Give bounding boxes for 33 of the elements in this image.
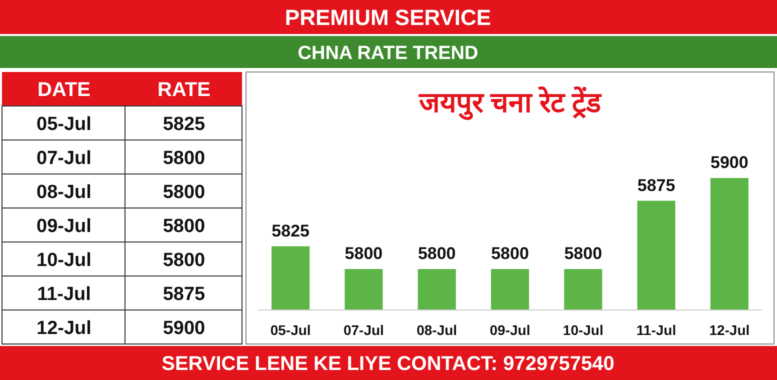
data-label: 5800 xyxy=(418,244,456,264)
data-label: 5900 xyxy=(710,153,748,172)
text: 10-Jul xyxy=(36,250,92,271)
x-tick-label: 12-Jul xyxy=(709,322,750,338)
text: 5875 xyxy=(162,284,206,305)
text: 5900 xyxy=(162,318,206,339)
data-label: 5800 xyxy=(344,244,383,264)
chart-title: जयपुर चना रेट ट्रेंड xyxy=(418,86,602,120)
text: PREMIUM SERVICE xyxy=(284,5,492,30)
text: DATE xyxy=(38,79,90,101)
x-tick-label: 05-Jul xyxy=(270,322,311,338)
text: RATE xyxy=(158,79,210,101)
text: SERVICE LENE KE LIYE CONTACT: 9729757540 xyxy=(162,353,614,375)
text: 5825 xyxy=(162,114,206,135)
text: 11-Jul xyxy=(37,284,91,305)
data-label: 5825 xyxy=(272,221,310,240)
x-tick-label: 09-Jul xyxy=(490,322,530,338)
text: 5800 xyxy=(162,182,206,203)
data-label: 5800 xyxy=(564,244,602,264)
text: 05-Jul xyxy=(36,114,92,135)
text: 5800 xyxy=(162,250,206,271)
chart-subtitle: CHNA RATE TREND xyxy=(298,43,478,64)
text: 07-Jul xyxy=(36,148,92,169)
x-tick-label: 10-Jul xyxy=(562,322,604,338)
x-tick-label: 07-Jul xyxy=(343,322,384,338)
x-tick-label: 11-Jul xyxy=(636,322,676,338)
text: 5800 xyxy=(162,216,206,237)
data-label: 5800 xyxy=(491,244,529,264)
text: 08-Jul xyxy=(36,182,92,203)
text: 09-Jul xyxy=(36,216,92,237)
data-label: 5875 xyxy=(637,176,676,195)
x-tick-label: 08-Jul xyxy=(416,322,458,338)
text: 5800 xyxy=(162,148,206,169)
